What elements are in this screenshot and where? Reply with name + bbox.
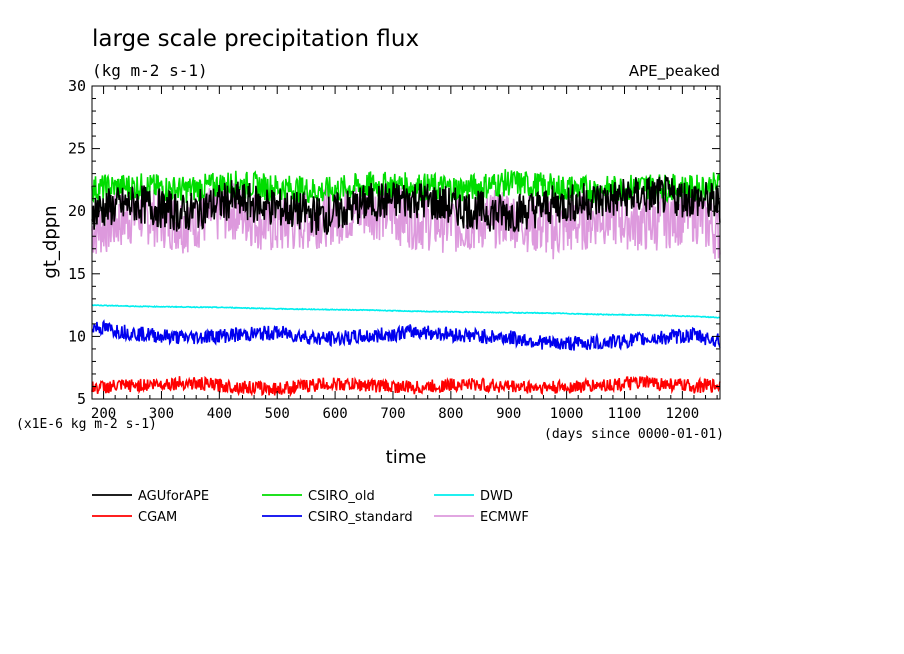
y-tick-label: 30	[68, 77, 86, 95]
y-tick-label: 15	[68, 265, 86, 283]
chart-subtitle: (kg m-2 s-1)	[92, 61, 208, 80]
chart-title: large scale precipitation flux	[92, 26, 419, 52]
plot-frame	[91, 85, 721, 400]
x-tick-label: 200	[91, 406, 116, 422]
series-line-cgam	[91, 374, 721, 398]
x-tick-label: 1100	[608, 406, 642, 422]
series-line-dwd	[92, 304, 721, 319]
x-tick-label: 900	[496, 406, 521, 422]
legend-label-aguforape: AGUforAPE	[138, 489, 209, 504]
y-tick-label: 10	[68, 327, 86, 345]
series-line-csiro_standard	[91, 319, 721, 351]
x-tick-label: 400	[207, 406, 232, 422]
x-tick-label: 700	[380, 406, 405, 422]
legend-label-csiro_old: CSIRO_old	[308, 489, 375, 504]
legend-label-csiro_standard: CSIRO_standard	[308, 510, 413, 525]
x-units-note: (days since 0000-01-01)	[544, 427, 724, 442]
series-line-aguforape	[91, 174, 721, 235]
legend: AGUforAPE CSIRO_old DWD CGAM CSIRO_standard E…	[92, 489, 529, 525]
y-axis-label: gt_dppn	[40, 205, 61, 278]
x-axis-label: time	[386, 447, 427, 468]
chart-annotation: APE_peaked	[629, 62, 720, 81]
x-tick-label: 600	[322, 406, 347, 422]
x-tick-label: 300	[149, 406, 174, 422]
tick-layer: 200 300 400 500 600 700 800 900 1000 1100 1200 5 10 1…	[68, 77, 720, 422]
y-tick-label: 5	[77, 390, 86, 408]
x-tick-label: 500	[265, 406, 290, 422]
legend-label-ecmwf: ECMWF	[480, 510, 529, 525]
y-tick-label: 20	[68, 202, 86, 220]
legend-label-cgam: CGAM	[138, 510, 177, 525]
x-tick-label: 1200	[666, 406, 700, 422]
x-tick-label: 1000	[550, 406, 584, 422]
x-tick-label: 800	[438, 406, 463, 422]
series-layer	[91, 169, 721, 398]
legend-label-dwd: DWD	[480, 489, 513, 504]
y-scale-note: (x1E-6 kg m-2 s-1)	[16, 417, 157, 432]
y-tick-label: 25	[68, 140, 86, 158]
